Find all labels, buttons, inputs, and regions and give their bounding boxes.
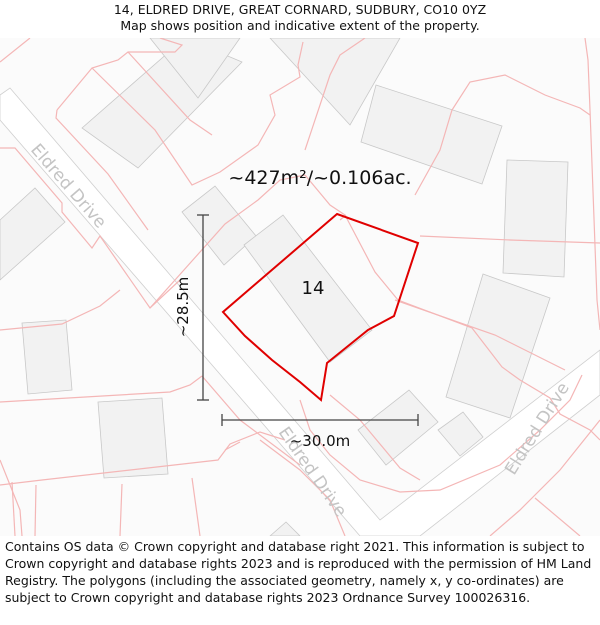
height-measure-line: [197, 214, 209, 401]
property-address: 14, ELDRED DRIVE, GREAT CORNARD, SUDBURY…: [113, 2, 487, 17]
width-measure-line: [221, 414, 419, 426]
road-eldred-drive: [0, 87, 600, 536]
buildings: [0, 38, 569, 536]
area-label: ~427m²/~0.106ac.: [228, 167, 411, 189]
copyright-notice: Contains OS data © Crown copyright and d…: [5, 539, 592, 605]
property-boundary[interactable]: [221, 212, 420, 402]
map-subtitle: Map shows position and indicative extent…: [120, 18, 480, 33]
width-measure-label: ~30.0m: [290, 432, 351, 450]
parcel-boundaries: [0, 38, 600, 536]
height-measure-label: ~28.5m: [174, 277, 192, 338]
map-header: 14, ELDRED DRIVE, GREAT CORNARD, SUDBURY…: [0, 0, 600, 40]
map-canvas[interactable]: Eldred Drive Eldred Drive Eldred Drive ~…: [0, 38, 600, 536]
plot-number-label: 14: [302, 278, 325, 299]
